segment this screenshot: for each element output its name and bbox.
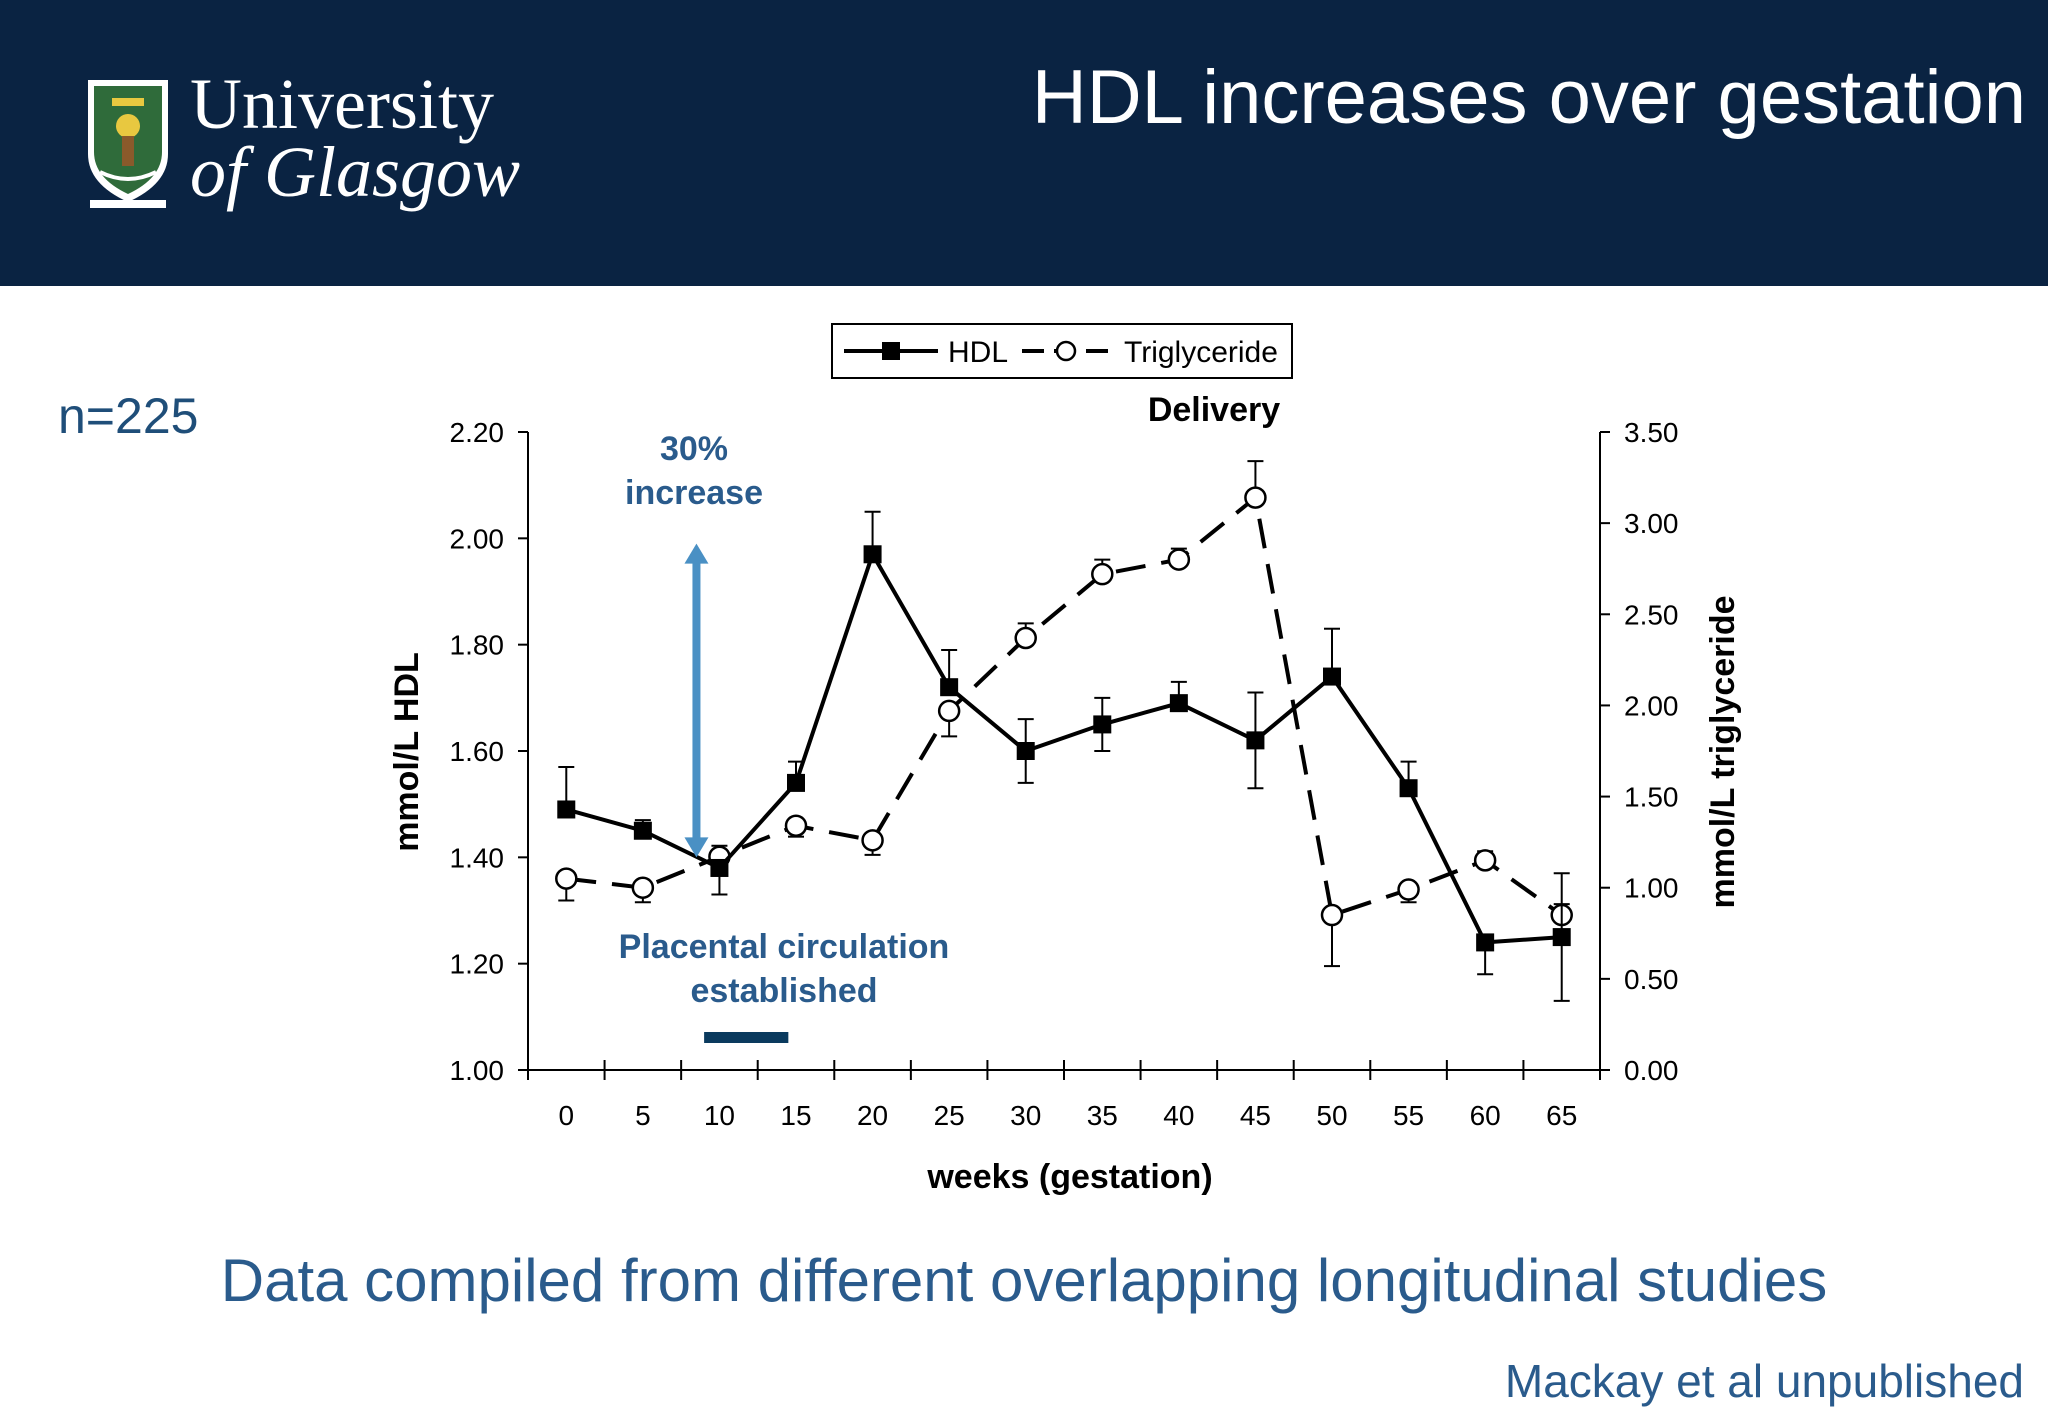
hdl-point (1323, 667, 1341, 686)
logo-line-1: University (190, 64, 494, 144)
slide-subtitle: Data compiled from different overlapping… (220, 1247, 1828, 1314)
legend-hdl-marker (882, 342, 900, 360)
hdl-point (940, 678, 959, 697)
y2-tick-label: 2.00 (1624, 690, 1679, 721)
delivery-label: Delivery (1148, 391, 1280, 429)
legend-hdl-label: HDL (948, 336, 1008, 369)
x-tick-label: 20 (857, 1100, 888, 1131)
legend-triglyceride-label: Triglyceride (1124, 336, 1278, 369)
increase-arrow-head-down (684, 837, 709, 858)
sample-size-label: n=225 (58, 388, 199, 444)
y2-axis-title: mmol/L triglyceride (1704, 595, 1742, 908)
chart-legend: HDL Triglyceride (831, 323, 1293, 379)
y2-tick-label: 1.50 (1624, 782, 1679, 813)
y2-tick-label: 2.50 (1624, 599, 1679, 630)
y2-tick-label: 0.50 (1624, 964, 1679, 995)
slide-title: HDL increases over gestation (1031, 55, 2026, 140)
y-axis-title: mmol/L HDL (388, 652, 426, 852)
x-tick-label: 35 (1087, 1100, 1118, 1131)
y2-tick-label: 1.00 (1624, 873, 1679, 904)
placenta-label-line1: Placental circulation (619, 928, 950, 966)
triglyceride-line (566, 493, 1563, 918)
hdl-line (565, 549, 1562, 945)
x-tick-label: 25 (934, 1100, 965, 1131)
hdl-point (557, 800, 576, 819)
triglyceride-point (937, 699, 961, 723)
triglyceride-point (1397, 878, 1420, 901)
chart-annotations: 30% increase Placental circulation establis… (619, 391, 1280, 1043)
hdl-point (633, 821, 652, 840)
hdl-point (1093, 715, 1112, 734)
increase-label-line1: 30% (660, 430, 728, 468)
y-tick-label: 1.60 (450, 736, 505, 767)
hdl-point (1016, 742, 1035, 760)
triglyceride-point (784, 814, 808, 837)
x-tick-label: 15 (780, 1100, 811, 1131)
y-tick-label: 1.00 (450, 1055, 505, 1086)
hdl-point (787, 773, 805, 792)
triglyceride-point (555, 867, 578, 890)
y2-tick-label: 0.00 (1624, 1055, 1679, 1086)
x-tick-label: 50 (1316, 1100, 1347, 1131)
x-tick-label: 10 (704, 1100, 735, 1131)
triglyceride-point (861, 829, 884, 852)
x-tick-label: 30 (1010, 1100, 1041, 1131)
chart-series (555, 460, 1573, 1002)
triglyceride-point (1167, 548, 1191, 571)
hdl-point (1246, 731, 1265, 750)
x-tick-label: 40 (1163, 1100, 1194, 1131)
x-tick-label: 55 (1393, 1100, 1424, 1131)
logo-wordmark: University of Glasgow (190, 64, 521, 212)
y-tick-label: 2.20 (450, 417, 505, 448)
x-tick-label: 45 (1240, 1100, 1271, 1131)
hdl-point (1399, 779, 1418, 798)
crest-icon (88, 80, 168, 208)
y-tick-label: 2.00 (450, 523, 505, 554)
citation: Mackay et al unpublished (1504, 1355, 2024, 1407)
chart-axes: 1.00 1.20 1.40 1.60 1.80 2.00 2.20 0.00 0.50 1.00… (388, 417, 1742, 1196)
legend-triglyceride-marker (1055, 340, 1077, 362)
y-tick-label: 1.20 (450, 949, 505, 980)
triglyceride-point (1320, 903, 1344, 927)
university-logo[interactable]: University of Glasgow (84, 68, 520, 210)
header-banner: University of Glasgow HDL increases over… (0, 0, 2048, 286)
y2-tick-label: 3.00 (1624, 508, 1679, 539)
y-tick-label: 1.80 (450, 630, 505, 661)
triglyceride-point (1091, 562, 1114, 586)
y-tick-label: 1.40 (450, 842, 505, 873)
placenta-label-line2: established (690, 972, 877, 1010)
hdl-point (1476, 933, 1495, 952)
hdl-point (710, 858, 729, 877)
triglyceride-point (1014, 626, 1037, 650)
logo-line-2: of Glasgow (190, 132, 521, 212)
placenta-bar (704, 1032, 789, 1043)
hdl-point (1552, 928, 1571, 947)
y2-tick-label: 3.50 (1624, 417, 1679, 448)
increase-arrow-head-up (684, 543, 709, 564)
triglyceride-point (631, 876, 655, 899)
triglyceride-point (1244, 486, 1267, 509)
x-tick-label: 65 (1546, 1100, 1577, 1131)
increase-label-line2: increase (625, 474, 763, 512)
hdl-point (1169, 694, 1188, 713)
x-tick-label: 5 (635, 1100, 651, 1131)
x-axis-title: weeks (gestation) (926, 1158, 1212, 1196)
x-tick-label: 0 (558, 1100, 574, 1131)
x-tick-label: 60 (1470, 1100, 1501, 1131)
hdl-point (863, 545, 882, 564)
triglyceride-point (1473, 849, 1497, 872)
